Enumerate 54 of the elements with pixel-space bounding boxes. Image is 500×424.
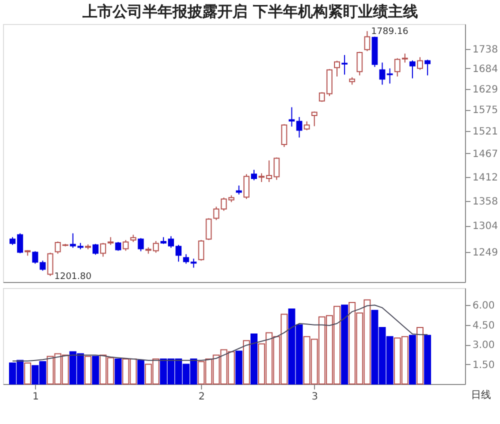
candlestick <box>198 240 204 262</box>
candlestick <box>311 111 318 127</box>
y-tick-label: 1575 <box>472 105 498 116</box>
candlestick <box>296 116 302 138</box>
y-tick-label: 6.00 <box>472 300 495 312</box>
bar <box>250 334 258 384</box>
bar <box>235 350 242 384</box>
bar <box>341 304 348 384</box>
y-tick-label: 1249 <box>472 248 498 259</box>
y-tick-label: 3.00 <box>472 340 495 352</box>
bar <box>242 340 250 384</box>
candlestick <box>122 240 129 252</box>
annotation: 1789.16 <box>371 27 409 38</box>
x-tick-label: 1 <box>32 392 39 402</box>
y-tick-label: 1412 <box>472 172 498 184</box>
candlestick <box>342 54 348 76</box>
chart-title: 上市公司半年报披露开启 下半年机构紧盯业绩主线 <box>82 2 418 20</box>
y-tick-label: 1304 <box>472 221 498 232</box>
candlestick <box>100 242 106 258</box>
x-tick-label: 2 <box>198 392 205 402</box>
bar <box>24 362 32 384</box>
bar <box>92 356 100 384</box>
candlestick <box>409 60 416 79</box>
bar <box>84 356 92 384</box>
candlestick <box>288 106 295 128</box>
candlestick <box>334 60 340 77</box>
bar <box>137 360 144 384</box>
y-tick-label: 1684 <box>472 64 498 75</box>
text: 日线 <box>471 389 491 401</box>
candlestick <box>206 218 212 241</box>
y-tick-label: 1629 <box>472 84 498 96</box>
y-tick-label: 1521 <box>472 126 498 138</box>
x-tick-label: 3 <box>312 392 318 402</box>
candlestick <box>92 243 99 256</box>
bar <box>114 358 122 384</box>
candlestick <box>424 59 431 76</box>
candlestick <box>138 238 144 252</box>
candlestick <box>417 56 424 70</box>
candlestick <box>47 252 54 276</box>
annotation: 1201.80 <box>54 272 92 282</box>
candlestick <box>250 169 257 181</box>
bar <box>408 334 416 384</box>
y-tick-label: 4.50 <box>472 320 495 332</box>
candlestick <box>243 174 250 200</box>
y-tick-label: 1358 <box>472 196 498 208</box>
y-tick-label: 1467 <box>472 148 498 160</box>
y-tick-label: 1738 <box>472 44 498 56</box>
y-tick-label: 1.50 <box>472 360 495 371</box>
bar <box>424 334 432 384</box>
candlestick <box>281 124 288 148</box>
bar <box>416 326 424 384</box>
candlestick <box>364 30 370 52</box>
line-series <box>12 304 428 362</box>
candlestick <box>356 51 363 76</box>
